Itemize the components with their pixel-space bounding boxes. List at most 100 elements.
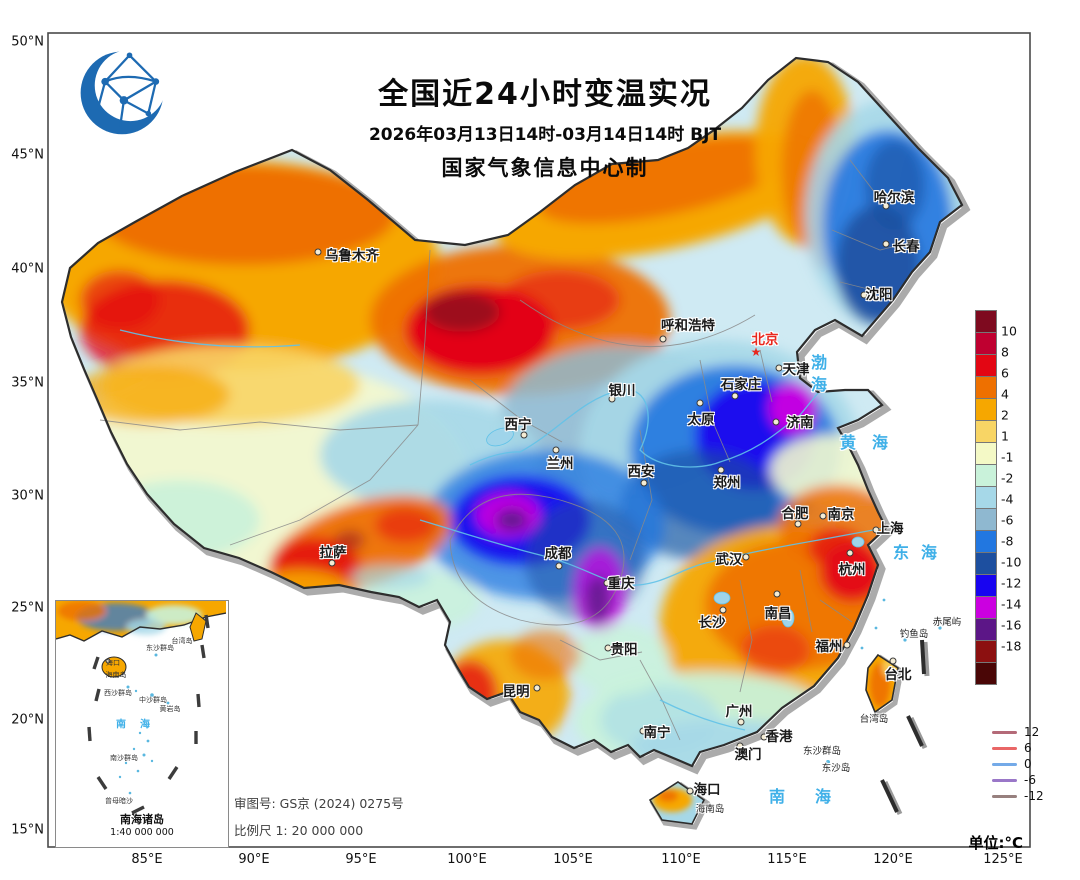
legend-value-label: -14: [1001, 596, 1022, 612]
city-label: 南宁: [643, 725, 671, 741]
inset-place-label: 曾母暗沙: [105, 797, 133, 805]
legend-color-cell: [975, 310, 997, 333]
city-dot-marker: [772, 418, 780, 426]
legend-color-cell: [975, 663, 997, 685]
lat-tick: 40°N: [11, 261, 44, 277]
city-dot-marker: [760, 733, 768, 741]
lon-tick: 100°E: [447, 852, 487, 867]
isoline-swatch: [992, 730, 1017, 734]
lon-tick: 105°E: [553, 852, 593, 867]
city-dot-marker: [773, 590, 781, 598]
south-china-sea-inset: 台湾岛 东沙群岛 海口 海南岛 西沙群岛 中沙群岛 黄岩岛 南沙群岛 曾母暗沙 南海 南海诸岛 1…: [55, 600, 229, 848]
legend-color-cell: [975, 553, 997, 575]
inset-title: 南海诸岛: [120, 813, 164, 826]
lon-tick: 125°E: [983, 852, 1023, 867]
inset-place-label: 黄岩岛: [159, 705, 181, 713]
city-label: 贵阳: [610, 642, 638, 658]
city-dot-marker: [872, 526, 880, 534]
nmic-logo: [68, 44, 176, 142]
isoline-swatch: [992, 778, 1017, 782]
inset-place-label: 东沙群岛: [146, 644, 174, 652]
city-dot-marker: [639, 727, 647, 735]
city-dot-marker: [552, 446, 560, 454]
city-label: 西安: [627, 464, 655, 480]
legend-color-cell: [975, 509, 997, 531]
city-dot-marker: [843, 641, 851, 649]
city-label: 重庆: [607, 576, 635, 592]
inset-sea-label: 南海: [116, 719, 164, 731]
legend-color-cell: [975, 333, 997, 355]
lat-tick: 20°N: [11, 712, 44, 728]
isoline-swatch: [992, 762, 1017, 766]
isoline-value-label: -12: [1024, 789, 1044, 803]
city-label: 成都: [544, 546, 572, 562]
island-label: 东沙群岛: [802, 746, 842, 757]
city-dot-marker: [737, 718, 745, 726]
legend-color-cell: [975, 531, 997, 553]
scale-note: 比例尺 1: 20 000 000: [234, 823, 364, 838]
city-label: 沈阳: [865, 287, 893, 303]
lat-tick: 25°N: [11, 600, 44, 616]
city-dot-marker: [736, 742, 744, 750]
city-dot-marker: [731, 392, 739, 400]
isoline-value-label: 12: [1024, 725, 1040, 739]
city-label: 郑州: [713, 475, 741, 491]
source-org: 国家气象信息中心制: [441, 156, 649, 180]
city-label: 银川: [608, 383, 636, 399]
city-dot-marker: [882, 240, 890, 248]
globe-network-icon: [80, 49, 167, 135]
legend-value-label: -8: [1001, 533, 1014, 549]
legend-color-cell: [975, 421, 997, 443]
city-label: 南昌: [764, 606, 792, 622]
date-range: 2026年03月13日14时-03月14日14时 BJT: [368, 125, 722, 145]
legend-color-cell: [975, 619, 997, 641]
lon-tick: 120°E: [873, 852, 913, 867]
sea-label: 南海: [768, 787, 862, 806]
city-label: 长沙: [698, 615, 726, 631]
inset-scale: 1:40 000 000: [110, 827, 174, 838]
island-label: 台湾岛: [859, 714, 889, 725]
city-dot-marker: [882, 202, 890, 210]
inset-place-label: 西沙群岛: [104, 689, 132, 697]
city-label: 香港: [765, 729, 793, 745]
city-dot-marker: [794, 520, 802, 528]
isoline-legend-row: -12: [992, 788, 1044, 804]
city-dot-marker: [742, 553, 750, 561]
legend-value-label: 2: [1001, 407, 1009, 423]
inset-place-label: 南沙群岛: [110, 754, 138, 762]
island-label: 钓鱼岛: [899, 629, 929, 640]
inset-place-label: 海南岛: [105, 671, 127, 679]
sea-label: 东海: [892, 543, 950, 562]
title-block: 全国近24小时变温实况 2026年03月13日14时-03月14日14时 BJT…: [295, 78, 795, 182]
city-label: 西宁: [504, 417, 532, 433]
city-dot-marker: [717, 466, 725, 474]
city-label: 上海: [876, 521, 904, 537]
legend-color-cell: [975, 443, 997, 465]
legend-color-cell: [975, 487, 997, 509]
city-dot-marker: [640, 479, 648, 487]
isoline-value-label: -6: [1024, 773, 1036, 787]
lon-tick: 110°E: [661, 852, 701, 867]
city-label: 澳门: [734, 747, 762, 763]
legend-value-label: -16: [1001, 617, 1022, 633]
lon-tick: 85°E: [131, 852, 163, 867]
lakes: [486, 427, 865, 628]
city-dot-marker: [819, 512, 827, 520]
legend-value-label: -12: [1001, 575, 1022, 591]
city-dot-marker: [775, 364, 783, 372]
legend-value-label: 10: [1001, 323, 1017, 339]
isoline-value-label: 6: [1024, 741, 1032, 755]
inset-islets: [118, 653, 170, 795]
island-label: 赤尾屿: [932, 617, 962, 628]
city-dot-marker: [555, 562, 563, 570]
offshore-islets: [826, 598, 942, 764]
city-label: 拉萨: [319, 545, 347, 561]
isoline-legend-row: 12: [992, 724, 1044, 740]
city-label: 石家庄: [720, 377, 762, 393]
inset-place-label: 中沙群岛: [139, 696, 167, 704]
province-borders: [99, 159, 921, 741]
isoline-legend-row: 0: [992, 756, 1044, 772]
legend-color-cell: [975, 355, 997, 377]
